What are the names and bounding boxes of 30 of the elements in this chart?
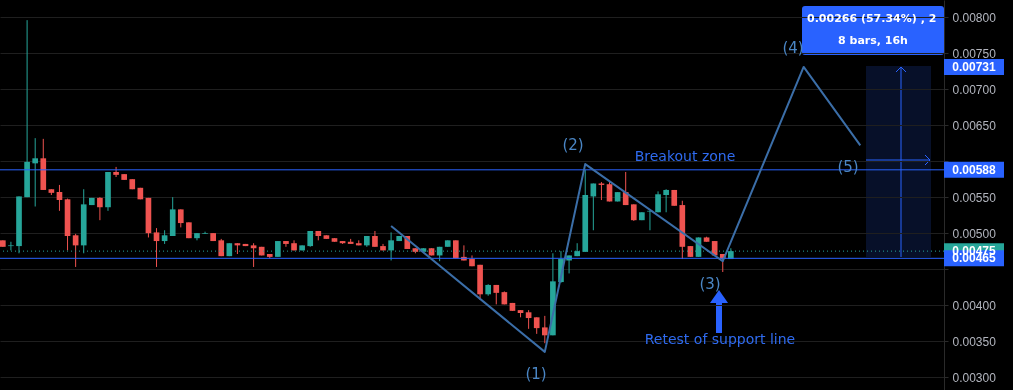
y-tick-label: 0.00700 bbox=[952, 82, 997, 97]
y-tick-label: 0.00500 bbox=[952, 226, 997, 241]
line-series bbox=[390, 65, 862, 353]
candlestick bbox=[541, 315, 548, 344]
annotation: Breakout zone bbox=[634, 148, 736, 164]
candlestick bbox=[283, 240, 289, 248]
annotation: 8 bars, 16h bbox=[838, 34, 908, 47]
text: 0.00731 bbox=[952, 60, 997, 74]
y-tick-label: 0.00300 bbox=[952, 370, 997, 385]
candlestick bbox=[113, 166, 119, 178]
annotation: Retest of support line bbox=[644, 331, 796, 347]
candlestick bbox=[250, 242, 257, 268]
candlestick bbox=[622, 171, 629, 206]
candlestick bbox=[32, 137, 39, 208]
ref-line-label: 0.00588 bbox=[952, 162, 997, 177]
candlestick bbox=[153, 227, 160, 268]
y-tick-label: 0.00400 bbox=[952, 298, 997, 313]
y-tick-label: 0.00650 bbox=[952, 118, 997, 133]
candlestick bbox=[647, 210, 653, 231]
y-tick-label: 0.00750 bbox=[952, 46, 997, 61]
y-tick-label: 0.00350 bbox=[952, 334, 997, 349]
annotation: (2) bbox=[562, 136, 584, 154]
annotation: (3) bbox=[699, 275, 721, 293]
candlestick bbox=[202, 231, 208, 235]
candlestick bbox=[525, 309, 532, 330]
candlestick bbox=[97, 196, 103, 221]
y-tick-label: 0.00800 bbox=[952, 10, 997, 25]
annotation: (1) bbox=[525, 365, 547, 383]
y-tick-label: 0.00550 bbox=[952, 190, 997, 205]
candlestick bbox=[663, 188, 669, 213]
